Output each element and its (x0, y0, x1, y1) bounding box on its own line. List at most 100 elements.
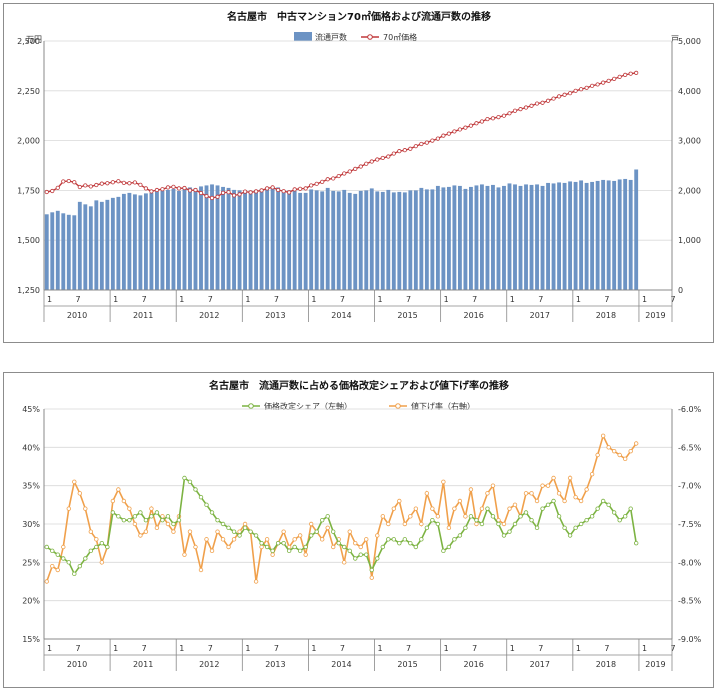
listing-bar (121, 193, 126, 290)
share-point (446, 544, 452, 550)
share-point (518, 514, 523, 519)
legend-share-marker (248, 403, 254, 409)
listing-bar (469, 186, 473, 290)
share-point (132, 514, 138, 519)
listing-bar (105, 199, 110, 290)
listing-bar (452, 185, 457, 290)
price-point (77, 184, 82, 190)
rate-point (474, 521, 479, 527)
month-tick-label: 7 (274, 644, 279, 653)
year-label: 2012 (199, 660, 219, 669)
legend-share-label: 価格改定シェア（左軸） (264, 401, 352, 411)
listing-bar (44, 214, 49, 290)
listing-bar (529, 184, 534, 290)
rate-point (463, 514, 468, 519)
rate-point (44, 579, 49, 584)
share-point (413, 544, 419, 550)
rate-point (435, 514, 441, 519)
month-tick-label: 7 (406, 295, 411, 304)
year-label: 2017 (530, 660, 550, 669)
legend-bar-label: 流通戸数 (315, 32, 347, 42)
listing-bar (480, 184, 484, 290)
rate-point (138, 533, 143, 538)
share-point (127, 517, 132, 523)
price-point (99, 181, 104, 186)
month-tick-label: 7 (538, 644, 543, 653)
listing-bar (540, 185, 545, 290)
month-tick-label: 1 (510, 295, 515, 304)
listing-bar (507, 183, 512, 290)
rate-point (171, 529, 176, 534)
month-tick-label: 1 (378, 644, 383, 653)
price-point (309, 183, 314, 188)
chart1-price-line (44, 70, 639, 201)
price-point (601, 80, 606, 85)
listing-bar (617, 179, 622, 290)
price-point (479, 119, 485, 124)
price-point (253, 189, 259, 194)
price-point (287, 190, 292, 195)
rate-point (364, 537, 369, 542)
share-point (353, 556, 358, 561)
listing-bar (463, 188, 468, 290)
rate-point (121, 498, 127, 504)
share-point (187, 479, 193, 485)
month-tick-label: 1 (179, 295, 184, 304)
listing-bar (430, 189, 435, 290)
right-tick-label: -6.5% (678, 443, 702, 452)
price-point (138, 182, 143, 187)
listing-bar (83, 204, 88, 290)
share-point (424, 525, 430, 531)
rate-point (556, 491, 562, 496)
price-point (61, 179, 66, 184)
chart2-legend: 価格改定シェア（左軸） 値下げ率（右軸） (242, 401, 475, 411)
rate-point (386, 521, 391, 527)
listing-bar (579, 180, 584, 290)
rate-point (562, 498, 567, 504)
price-point (628, 71, 633, 76)
month-tick-label: 1 (311, 295, 316, 304)
share-point (628, 506, 633, 511)
price-point (72, 180, 77, 185)
rate-point (88, 529, 94, 534)
share-point (331, 529, 336, 534)
listing-bar (199, 186, 203, 290)
chart-price-and-listings: 名古屋市 中古マンション70㎡価格および流通戸数の推移 万円 戸 流通戸数 70… (3, 3, 714, 343)
share-point (551, 498, 556, 504)
rate-line (46, 433, 637, 582)
share-point (600, 498, 606, 504)
share-point (319, 517, 325, 523)
share-point (545, 502, 551, 508)
legend-line-marker (367, 34, 373, 40)
listing-bar (623, 178, 628, 290)
year-label: 2017 (530, 311, 550, 320)
rate-point (584, 487, 589, 492)
listing-bar (590, 181, 595, 290)
listing-bar (132, 194, 137, 290)
listing-bar (72, 215, 77, 290)
rate-point (512, 502, 518, 508)
share-point (402, 537, 408, 542)
rate-point (446, 525, 452, 531)
left-tick-label: 1,750 (17, 186, 40, 195)
share-point (386, 537, 391, 542)
share-point (595, 506, 600, 511)
share-point (606, 502, 611, 508)
rate-point (551, 475, 556, 481)
listing-bar (474, 185, 479, 290)
rate-point (628, 448, 633, 454)
share-point (573, 525, 578, 531)
rate-point (523, 491, 529, 496)
rate-point (331, 544, 336, 550)
month-tick-label: 7 (208, 644, 213, 653)
listing-bar (204, 185, 209, 290)
share-point (457, 533, 463, 538)
month-tick-label: 7 (538, 295, 543, 304)
share-point (567, 533, 573, 538)
share-point (633, 540, 639, 546)
listing-bar (292, 190, 297, 290)
right-tick-label: -6.0% (678, 405, 702, 414)
share-point (292, 544, 297, 550)
rate-point (231, 537, 237, 542)
year-label: 2010 (67, 311, 87, 320)
